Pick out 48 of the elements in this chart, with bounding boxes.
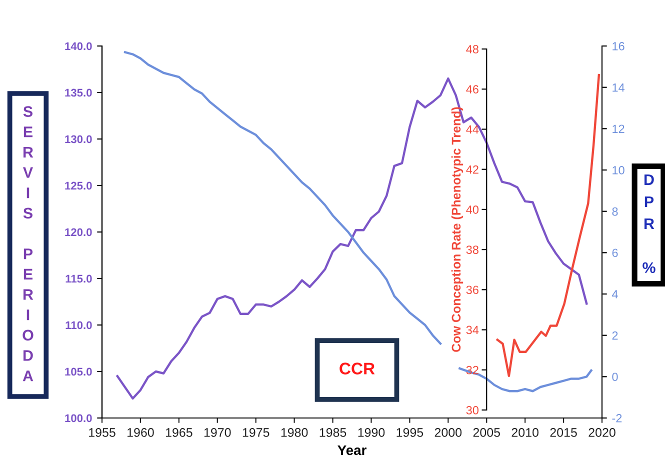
annotation: CCR (340, 362, 375, 374)
y-tick-label: 100.0 (65, 414, 92, 422)
x-tick-label: 2005 (473, 428, 500, 437)
y2-tick-label: 2 (612, 331, 618, 340)
y3-tick-label: 38 (466, 246, 478, 254)
y-tick-label: 115.0 (66, 274, 92, 283)
y2-tick-label: 16 (612, 42, 624, 50)
x-tick-label: 1990 (358, 428, 385, 437)
y3-tick-label: 34 (466, 326, 479, 334)
y3-tick-label: 30 (466, 406, 479, 414)
y3-tick-label: 46 (466, 85, 478, 94)
x-tick-label: 1980 (281, 428, 308, 437)
y3-tick-label: 48 (466, 45, 478, 54)
line-series (496, 74, 600, 378)
y3-axis-title: Cow Conception Rate (Phenotypic Trend) (451, 107, 464, 352)
y2-tick-label: 4 (612, 290, 618, 298)
y2-tick-label: 8 (612, 207, 618, 216)
x-axis-title: Year (338, 445, 366, 456)
x-tick-label: 1985 (320, 428, 346, 437)
x-tick-label: 1975 (242, 428, 270, 437)
y2-tick-label: 10 (612, 166, 624, 174)
x-tick-label: 1960 (128, 428, 154, 437)
y2-tick-label: 6 (612, 248, 618, 258)
y-tick-label: 130.0 (65, 135, 92, 144)
x-tick-label: 1965 (166, 428, 192, 437)
y2-tick-label: 14 (612, 83, 625, 92)
x-tick-label: 2020 (588, 428, 616, 437)
y3-tick-label: 42 (466, 165, 478, 174)
y-tick-label: 140.0 (65, 42, 92, 50)
y3-tick-label: 44 (466, 125, 479, 134)
y-tick-label: 105.0 (65, 368, 92, 376)
text: SERVIS PERIODA (22, 106, 34, 382)
y2-tick-label: 12 (612, 124, 624, 133)
y-tick-label: 120.0 (65, 228, 92, 236)
y2-tick-label: -2 (612, 414, 622, 422)
y2-tick-label: 0 (612, 372, 618, 382)
y3-tick-label: 36 (466, 286, 478, 294)
y3-tick-label: 40 (466, 205, 479, 214)
x-tick-label: 1970 (204, 428, 231, 437)
y-tick-label: 125.0 (65, 182, 92, 190)
y-tick-label: 135.0 (65, 88, 92, 97)
x-tick-label: 1955 (89, 428, 116, 437)
x-tick-label: 2010 (512, 428, 538, 437)
text: DPR % (642, 174, 656, 274)
y-tick-label: 110.0 (66, 321, 92, 330)
x-tick-label: 2015 (550, 428, 577, 437)
x-tick-label: 1995 (396, 428, 424, 437)
x-tick-label: 2000 (434, 428, 462, 437)
